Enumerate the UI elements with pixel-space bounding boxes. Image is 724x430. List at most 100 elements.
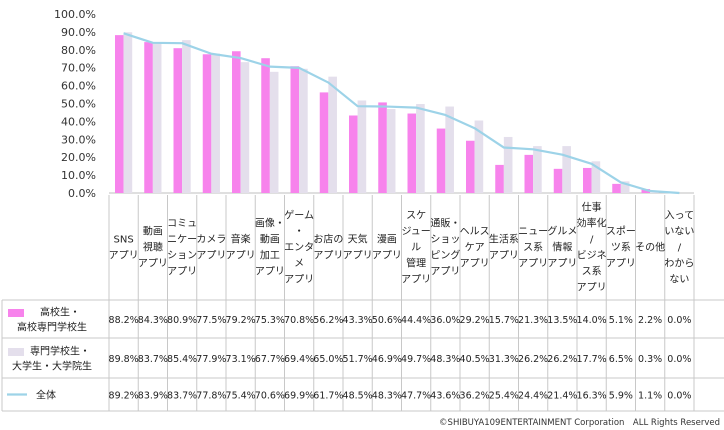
y-tick-label: 40.0% bbox=[61, 115, 96, 128]
category-label: アプリ bbox=[196, 250, 226, 262]
bar-highschool bbox=[641, 189, 651, 193]
bar-highschool bbox=[202, 54, 212, 194]
bar-highschool bbox=[612, 183, 621, 193]
table-value: 21.4% bbox=[547, 391, 577, 402]
category-label: その他 bbox=[635, 241, 665, 254]
table-value: 5.9% bbox=[609, 391, 633, 402]
legend-label: 全体 bbox=[36, 389, 56, 402]
legend-label: 高校生・ bbox=[40, 306, 80, 319]
table-value: 48.3% bbox=[372, 391, 402, 402]
category-label: / bbox=[678, 243, 682, 254]
table-value: 70.8% bbox=[284, 315, 314, 326]
y-tick-label: 50.0% bbox=[61, 98, 96, 111]
bar-highschool bbox=[173, 48, 183, 194]
bar-university bbox=[650, 192, 659, 193]
table-value: 73.1% bbox=[226, 354, 256, 365]
table-value: 77.8% bbox=[196, 391, 226, 402]
table-value: 13.5% bbox=[547, 315, 577, 326]
category-label: アプリ bbox=[547, 258, 577, 270]
category-label: エンタ bbox=[284, 242, 314, 254]
table-value: 48.3% bbox=[430, 354, 460, 365]
y-tick-label: 30.0% bbox=[61, 133, 96, 146]
category-label: アプリ bbox=[401, 274, 431, 286]
table-value: 21.3% bbox=[518, 315, 548, 326]
bar-university bbox=[562, 146, 571, 193]
table-value: 15.7% bbox=[489, 315, 519, 326]
category-label: アプリ bbox=[577, 282, 607, 294]
category-label: 天気 bbox=[348, 233, 368, 246]
bar-university bbox=[503, 136, 513, 193]
category-label: アプリ bbox=[109, 250, 139, 262]
category-label: 通販・ bbox=[430, 218, 460, 230]
table-value: 0.0% bbox=[667, 354, 691, 365]
bar-university bbox=[123, 32, 133, 194]
bar-university bbox=[357, 100, 367, 193]
bar-highschool bbox=[232, 51, 241, 194]
table-value: 31.3% bbox=[489, 354, 519, 365]
table-value: 0.0% bbox=[667, 391, 691, 402]
category-label: スポー bbox=[606, 226, 636, 238]
category-label: 画像・ bbox=[255, 218, 285, 230]
category-label: ・ bbox=[294, 227, 304, 238]
table-value: 84.3% bbox=[138, 315, 168, 326]
table-value: 69.9% bbox=[284, 391, 314, 402]
category-label: アプリ bbox=[226, 250, 256, 262]
category-label: グルメ bbox=[547, 225, 577, 238]
category-label: メ bbox=[294, 259, 304, 270]
bar-highschool bbox=[407, 113, 417, 193]
category-label: アプリ bbox=[372, 250, 402, 262]
table-value: 36.0% bbox=[430, 315, 460, 326]
y-tick-label: 10.0% bbox=[61, 169, 96, 182]
category-label: ニケー bbox=[167, 234, 197, 246]
category-label: ツ系 bbox=[611, 242, 631, 254]
table-value: 69.4% bbox=[284, 354, 314, 365]
table-value: 77.9% bbox=[196, 354, 226, 365]
category-label: アプリ bbox=[343, 250, 373, 262]
category-label: 仕事 bbox=[582, 201, 602, 214]
y-tick-label: 60.0% bbox=[61, 80, 96, 93]
bar-university bbox=[474, 120, 484, 193]
table-value: 88.2% bbox=[109, 315, 139, 326]
bar-highschool bbox=[378, 102, 387, 193]
table-value: 40.5% bbox=[460, 354, 490, 365]
copyright-text: ©SHIBUYA109ENTERTAINMENT Corporation ALL… bbox=[439, 418, 720, 428]
category-label: ヘルス bbox=[460, 227, 490, 238]
category-label: ジュー bbox=[401, 227, 430, 238]
table-value: 65.0% bbox=[313, 354, 343, 365]
category-label: ショッ bbox=[430, 235, 460, 246]
bar-university bbox=[269, 71, 279, 193]
category-label: 音楽 bbox=[231, 233, 251, 246]
table-value: 24.4% bbox=[518, 391, 548, 402]
category-label: 管理 bbox=[406, 257, 426, 270]
category-label: わから bbox=[664, 258, 694, 270]
legend-label: 高校専門学校生 bbox=[17, 321, 87, 334]
table-value: 80.9% bbox=[167, 315, 197, 326]
category-label: ル bbox=[411, 243, 421, 254]
table-value: 75.4% bbox=[226, 391, 256, 402]
category-label: アプリ bbox=[489, 250, 519, 262]
bar-highschool bbox=[349, 115, 358, 193]
table-value: 83.9% bbox=[138, 391, 168, 402]
category-label: コミュ bbox=[167, 219, 197, 230]
bar-highschool bbox=[290, 66, 300, 193]
bar-university bbox=[182, 40, 191, 193]
table-value: 29.2% bbox=[460, 315, 490, 326]
category-label: スケ bbox=[406, 210, 426, 222]
line-overall bbox=[123, 32, 680, 195]
table-value: 83.7% bbox=[167, 391, 197, 402]
table-value: 14.0% bbox=[577, 315, 607, 326]
legend-label: 大学生・大学院生 bbox=[12, 360, 92, 373]
table-value: 46.9% bbox=[372, 354, 402, 365]
category-label: アプリ bbox=[138, 258, 168, 270]
bar-highschool bbox=[261, 58, 270, 194]
legend-label: 専門学校生・ bbox=[30, 345, 90, 358]
category-label: 動画 bbox=[260, 233, 280, 246]
table-value: 61.7% bbox=[313, 391, 343, 402]
bar-university bbox=[328, 76, 337, 193]
category-label: ない bbox=[669, 274, 689, 286]
bar-highschool bbox=[466, 140, 475, 193]
bar-university bbox=[240, 62, 250, 193]
category-label: アプリ bbox=[606, 258, 636, 270]
category-label: 漫画 bbox=[377, 234, 397, 246]
